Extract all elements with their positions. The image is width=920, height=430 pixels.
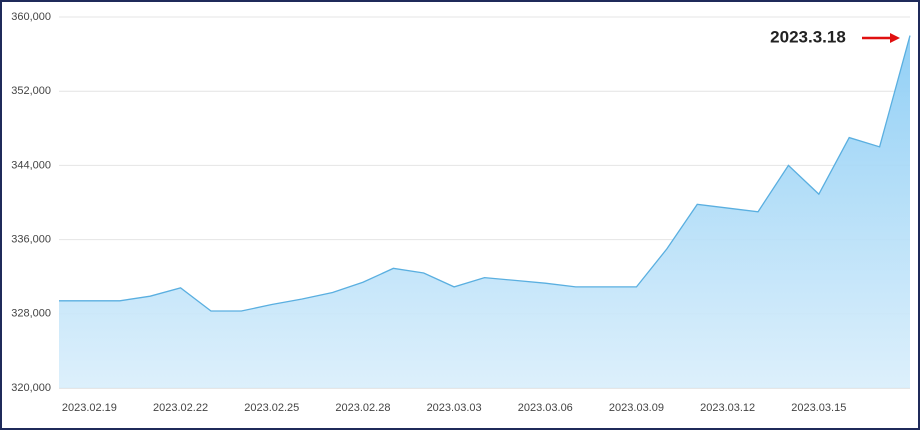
arrow-head [890, 33, 900, 43]
x-tick-label: 2023.03.06 [518, 402, 573, 414]
x-tick-label: 2023.02.22 [153, 402, 208, 414]
x-tick-label: 2023.03.03 [427, 402, 482, 414]
y-tick-label: 360,000 [11, 11, 51, 23]
y-tick-label: 320,000 [11, 382, 51, 394]
y-tick-label: 336,000 [11, 234, 51, 246]
x-tick-label: 2023.02.25 [244, 402, 299, 414]
y-tick-label: 328,000 [11, 308, 51, 320]
y-tick-label: 352,000 [11, 85, 51, 97]
annotation: 2023.3.18 [770, 27, 846, 46]
x-tick-label: 2023.03.12 [700, 402, 755, 414]
line [59, 35, 911, 312]
x-tick-label: 2023.02.19 [62, 402, 117, 414]
x-tick-label: 2023.02.28 [335, 402, 390, 414]
y-tick-label: 344,000 [11, 159, 51, 171]
x-tick-label: 2023.03.15 [791, 402, 846, 414]
x-tick-label: 2023.03.09 [609, 402, 664, 414]
area [59, 35, 910, 389]
